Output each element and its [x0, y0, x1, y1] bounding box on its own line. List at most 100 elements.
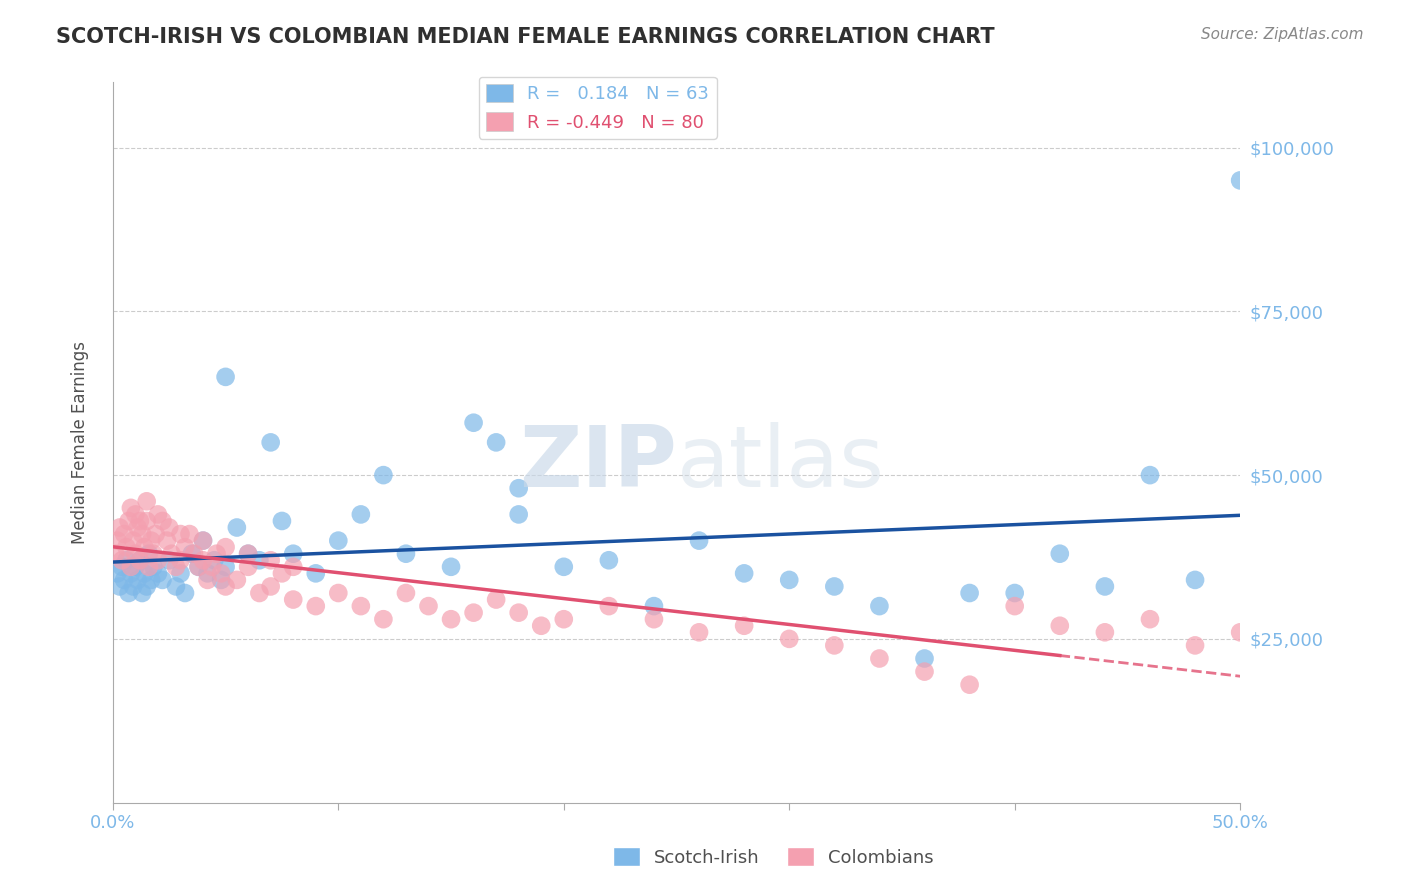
Point [1229, 625, 1251, 640]
Point [350, 599, 373, 613]
Point [440, 559, 463, 574]
Point [959, 678, 981, 692]
Point [117, 514, 139, 528]
Point [108, 579, 131, 593]
Point [169, 553, 191, 567]
Point [283, 547, 305, 561]
Point [1184, 573, 1206, 587]
Point [165, 559, 187, 574]
Point [418, 599, 440, 613]
Point [271, 514, 294, 528]
Point [209, 566, 232, 581]
Point [236, 559, 259, 574]
Point [124, 547, 146, 561]
Point [1229, 173, 1251, 187]
Point [111, 553, 134, 567]
Point [260, 579, 283, 593]
Point [260, 553, 283, 567]
Point [643, 599, 665, 613]
Point [112, 573, 135, 587]
Point [179, 527, 201, 541]
Point [1004, 599, 1026, 613]
Point [643, 612, 665, 626]
Point [183, 547, 205, 561]
Point [225, 573, 247, 587]
Point [111, 559, 134, 574]
Text: SCOTCH-IRISH VS COLOMBIAN MEDIAN FEMALE EARNINGS CORRELATION CHART: SCOTCH-IRISH VS COLOMBIAN MEDIAN FEMALE … [56, 27, 995, 46]
Point [120, 500, 142, 515]
Text: Source: ZipAtlas.com: Source: ZipAtlas.com [1201, 27, 1364, 42]
Point [530, 619, 553, 633]
Point [191, 553, 214, 567]
Point [236, 547, 259, 561]
Point [142, 547, 165, 561]
Point [169, 527, 191, 541]
Point [169, 566, 191, 581]
Point [112, 527, 135, 541]
Point [157, 553, 180, 567]
Point [174, 540, 197, 554]
Point [201, 559, 224, 574]
Point [152, 514, 174, 528]
Point [129, 514, 152, 528]
Point [395, 586, 418, 600]
Point [688, 533, 710, 548]
Point [395, 547, 418, 561]
Point [142, 559, 165, 574]
Point [1049, 547, 1071, 561]
Point [205, 547, 228, 561]
Point [105, 566, 128, 581]
Point [914, 665, 936, 679]
Point [283, 592, 305, 607]
Point [157, 520, 180, 534]
Text: ZIP: ZIP [519, 423, 676, 506]
Point [115, 553, 138, 567]
Point [180, 547, 202, 561]
Point [247, 553, 270, 567]
Point [328, 533, 350, 548]
Point [598, 599, 620, 613]
Point [236, 547, 259, 561]
Point [174, 586, 197, 600]
Point [138, 559, 160, 574]
Point [138, 547, 160, 561]
Point [373, 612, 395, 626]
Point [214, 579, 236, 593]
Point [135, 579, 157, 593]
Point [122, 533, 145, 548]
Point [1004, 586, 1026, 600]
Point [187, 559, 209, 574]
Point [485, 592, 508, 607]
Point [141, 533, 163, 548]
Point [225, 520, 247, 534]
Point [914, 651, 936, 665]
Point [127, 573, 149, 587]
Point [129, 553, 152, 567]
Point [868, 599, 890, 613]
Point [115, 540, 138, 554]
Point [328, 586, 350, 600]
Point [124, 508, 146, 522]
Point [508, 606, 530, 620]
Point [283, 559, 305, 574]
Point [160, 547, 183, 561]
Point [688, 625, 710, 640]
Point [131, 586, 153, 600]
Point [191, 533, 214, 548]
Point [823, 639, 845, 653]
Point [134, 566, 156, 581]
Point [214, 540, 236, 554]
Point [165, 579, 187, 593]
Point [778, 632, 800, 646]
Point [104, 547, 127, 561]
Point [1094, 579, 1116, 593]
Point [145, 527, 167, 541]
Point [305, 566, 328, 581]
Point [156, 533, 179, 548]
Point [135, 494, 157, 508]
Text: atlas: atlas [676, 423, 884, 506]
Point [553, 559, 575, 574]
Point [146, 566, 169, 581]
Point [197, 566, 219, 581]
Point [553, 612, 575, 626]
